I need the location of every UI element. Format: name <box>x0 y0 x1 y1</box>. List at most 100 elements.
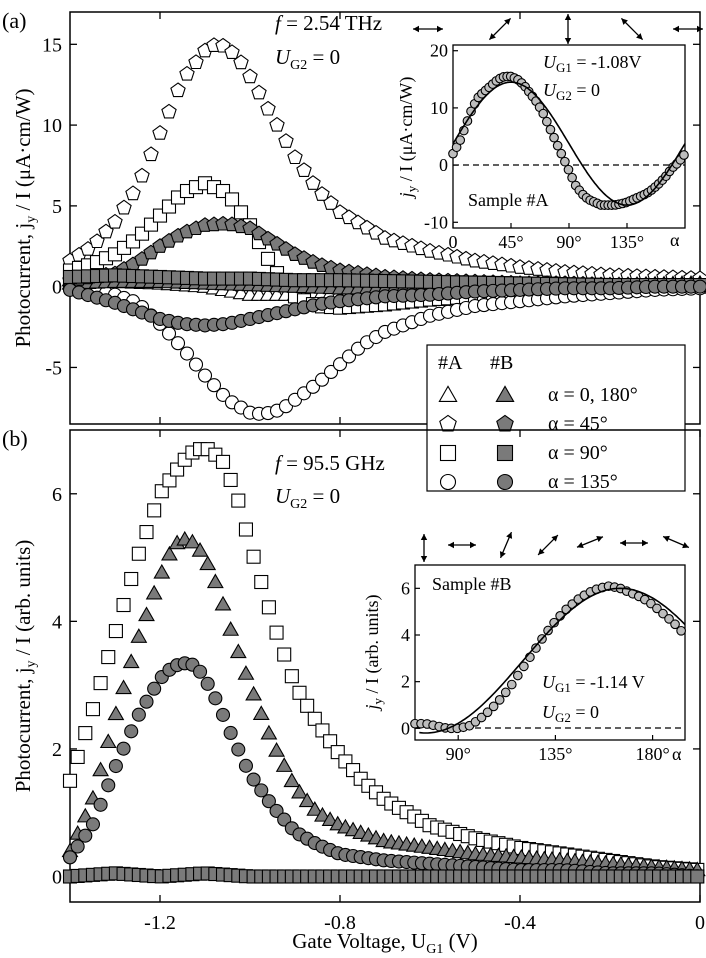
data-point <box>85 702 100 717</box>
data-point <box>85 817 100 832</box>
inset-data-point <box>560 156 570 167</box>
data-point <box>145 584 163 600</box>
data-point <box>107 213 123 229</box>
legend-box <box>426 344 686 492</box>
data-point <box>275 757 293 772</box>
legend-label-0-180: α = 0, 180° <box>548 384 638 406</box>
data-point <box>238 758 253 773</box>
y-tick-label: 15 <box>42 34 62 56</box>
inset-data-point <box>545 124 556 135</box>
data-point <box>99 733 117 749</box>
polarization-arrow-b-5 <box>620 539 648 547</box>
data-point <box>131 546 146 561</box>
data-point <box>124 724 139 739</box>
data-point <box>237 665 255 680</box>
inset-x-tick-label: 180° <box>635 744 669 764</box>
x-tick-label: -0.8 <box>324 912 356 934</box>
polarization-arrow-b-1 <box>448 541 476 549</box>
data-point <box>200 676 215 691</box>
data-point <box>197 368 213 383</box>
inset-b-fit-curve <box>419 587 686 734</box>
series-1 <box>62 37 706 286</box>
y-tick-label: 4 <box>52 611 62 633</box>
data-point <box>143 146 159 162</box>
data-point <box>101 650 116 665</box>
inset-x-tick-label: 45° <box>498 232 523 252</box>
data-point <box>307 711 322 726</box>
data-point <box>260 251 276 266</box>
inset-b-polarization-arrows <box>420 531 690 562</box>
inset-data-point <box>531 643 541 653</box>
inset-data-point <box>652 603 662 614</box>
data-point <box>153 563 171 579</box>
inset-y-tick-label: -10 <box>424 212 448 232</box>
y-tick-label: 0 <box>52 866 62 888</box>
data-point <box>341 349 357 364</box>
inset-b-data <box>410 581 686 734</box>
inset-data-point <box>506 679 517 690</box>
data-point <box>268 741 285 757</box>
inset-b-x-axis-label: α <box>672 744 682 764</box>
polarization-arrow-b-3 <box>537 534 559 556</box>
data-point <box>296 162 312 177</box>
data-point <box>179 65 195 81</box>
inset-x-tick-label: 135° <box>538 744 572 764</box>
inset-data-point <box>679 150 689 160</box>
data-point <box>692 279 706 294</box>
data-point <box>214 595 232 611</box>
inset-data-point <box>664 614 674 624</box>
polarization-arrow-b-6 <box>662 535 690 549</box>
data-point <box>321 811 339 827</box>
data-point <box>179 346 195 361</box>
inset-x-tick-label: 90° <box>556 232 581 252</box>
data-point <box>206 573 224 589</box>
panel-a-y-axis-label: Photocurrent, jy / I (μA·cm/W) <box>11 88 39 347</box>
polarization-arrow-180 <box>673 25 703 33</box>
inset-y-tick-label: 0 <box>439 155 448 175</box>
inset-y-tick-label: 6 <box>401 578 410 598</box>
data-point <box>261 794 276 809</box>
inset-data-point <box>541 116 552 127</box>
inset-data-point <box>549 132 559 143</box>
panel-b-series <box>61 442 706 884</box>
data-point <box>298 792 316 808</box>
data-point <box>199 555 217 571</box>
data-point <box>233 54 249 70</box>
y-tick-label: 2 <box>52 739 62 761</box>
data-point <box>122 653 140 669</box>
panel-a-series <box>61 37 706 421</box>
inset-a-polarization-arrows <box>413 14 703 44</box>
panel-a: (a) -5 0 5 10 15 Photocurrent, jy / I (μA·cm… <box>2 8 706 493</box>
polarization-arrow-b-0 <box>420 534 428 562</box>
data-point <box>323 364 339 380</box>
data-point <box>130 628 148 643</box>
data-point <box>238 522 253 537</box>
data-point <box>78 828 93 843</box>
polarization-arrow-b-4 <box>576 536 604 548</box>
data-point <box>223 725 238 741</box>
panel-a-label: (a) <box>2 8 26 33</box>
y-tick-label: 0 <box>52 277 62 299</box>
legend-markers <box>438 385 515 491</box>
x-tick-label: -0.4 <box>504 912 536 934</box>
data-point <box>315 723 330 738</box>
data-point <box>101 778 116 793</box>
inset-data-point <box>658 608 668 619</box>
data-point <box>215 707 231 722</box>
data-point <box>292 685 307 700</box>
panel-b-label: (b) <box>2 426 28 451</box>
legend-header-b: #B <box>490 352 513 374</box>
data-point <box>188 54 204 70</box>
inset-data-point <box>670 619 680 630</box>
data-point <box>138 606 155 622</box>
inset-data-point <box>500 687 511 698</box>
data-point <box>300 698 315 713</box>
x-tick-label: 0 <box>695 912 705 934</box>
data-point <box>246 549 261 564</box>
data-point <box>269 116 285 132</box>
data-point <box>231 742 246 757</box>
legend-marker-a-circle <box>439 473 457 491</box>
data-point <box>283 772 301 788</box>
panel-b-ug2: UG2 = 0 <box>275 484 340 512</box>
data-point <box>254 783 269 798</box>
